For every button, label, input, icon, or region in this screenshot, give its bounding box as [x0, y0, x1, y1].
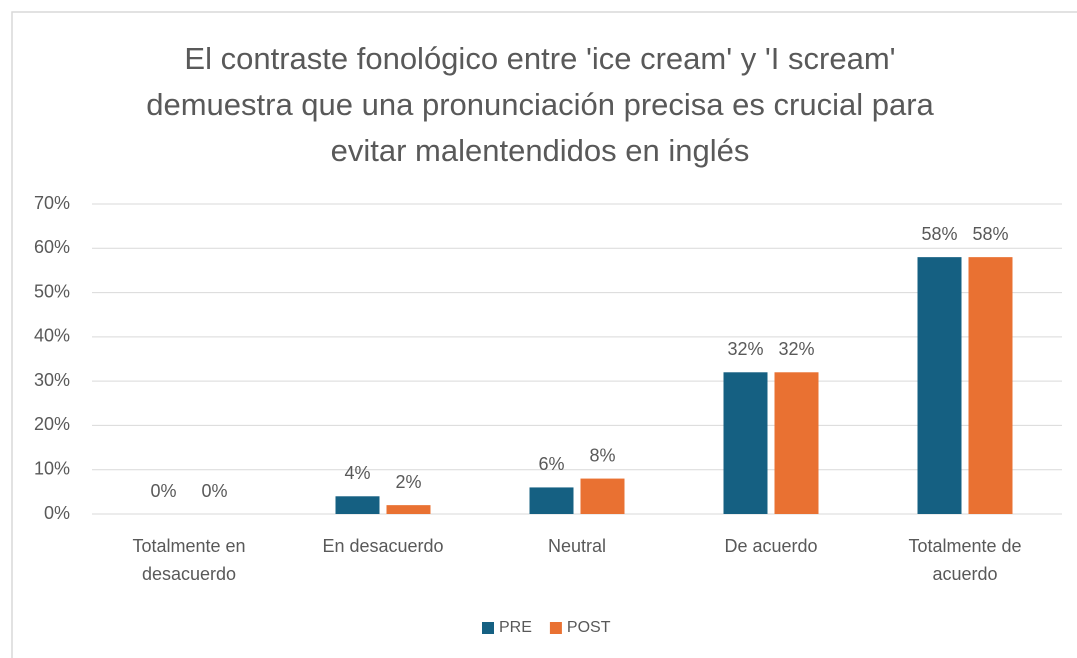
data-label: 32%: [727, 339, 763, 359]
bar: [968, 257, 1013, 514]
bar: [774, 372, 819, 514]
data-label: 4%: [344, 463, 370, 483]
bar: [723, 372, 768, 514]
x-tick-label: Neutral: [547, 536, 607, 556]
y-tick-label: 20%: [34, 414, 70, 434]
bar: [386, 505, 431, 514]
y-tick-label: 70%: [34, 193, 70, 213]
x-tick-label: De acuerdo: [724, 536, 818, 556]
chart-title: El contraste fonológico entre 'ice cream…: [146, 41, 934, 168]
data-label: 6%: [538, 454, 564, 474]
legend-swatch: [482, 622, 494, 634]
chart-frame: [11, 11, 1077, 658]
data-label: 32%: [778, 339, 814, 359]
data-label: 0%: [150, 481, 176, 501]
bar: [580, 478, 625, 514]
x-tick-label: En desacuerdo: [322, 536, 444, 556]
bar: [529, 487, 574, 514]
bar: [917, 257, 962, 514]
legend-swatch: [549, 622, 562, 634]
legend-label: POST: [567, 619, 611, 636]
x-tick-label: Totalmente de acuerdo: [908, 536, 1022, 584]
y-tick-label: 30%: [34, 370, 70, 390]
data-label: 8%: [589, 445, 615, 465]
y-tick-label: 40%: [34, 326, 70, 346]
data-label: 2%: [395, 472, 421, 492]
y-tick-label: 0%: [44, 503, 70, 523]
y-tick-label: 50%: [34, 281, 70, 301]
data-label: 0%: [201, 481, 227, 501]
data-label: 58%: [972, 224, 1008, 244]
bar: [335, 496, 380, 514]
y-tick-label: 60%: [34, 237, 70, 257]
x-tick-label: Totalmente en desacuerdo: [132, 536, 246, 584]
legend-label: PRE: [499, 619, 532, 636]
y-tick-label: 10%: [34, 458, 70, 478]
data-label: 58%: [921, 224, 957, 244]
